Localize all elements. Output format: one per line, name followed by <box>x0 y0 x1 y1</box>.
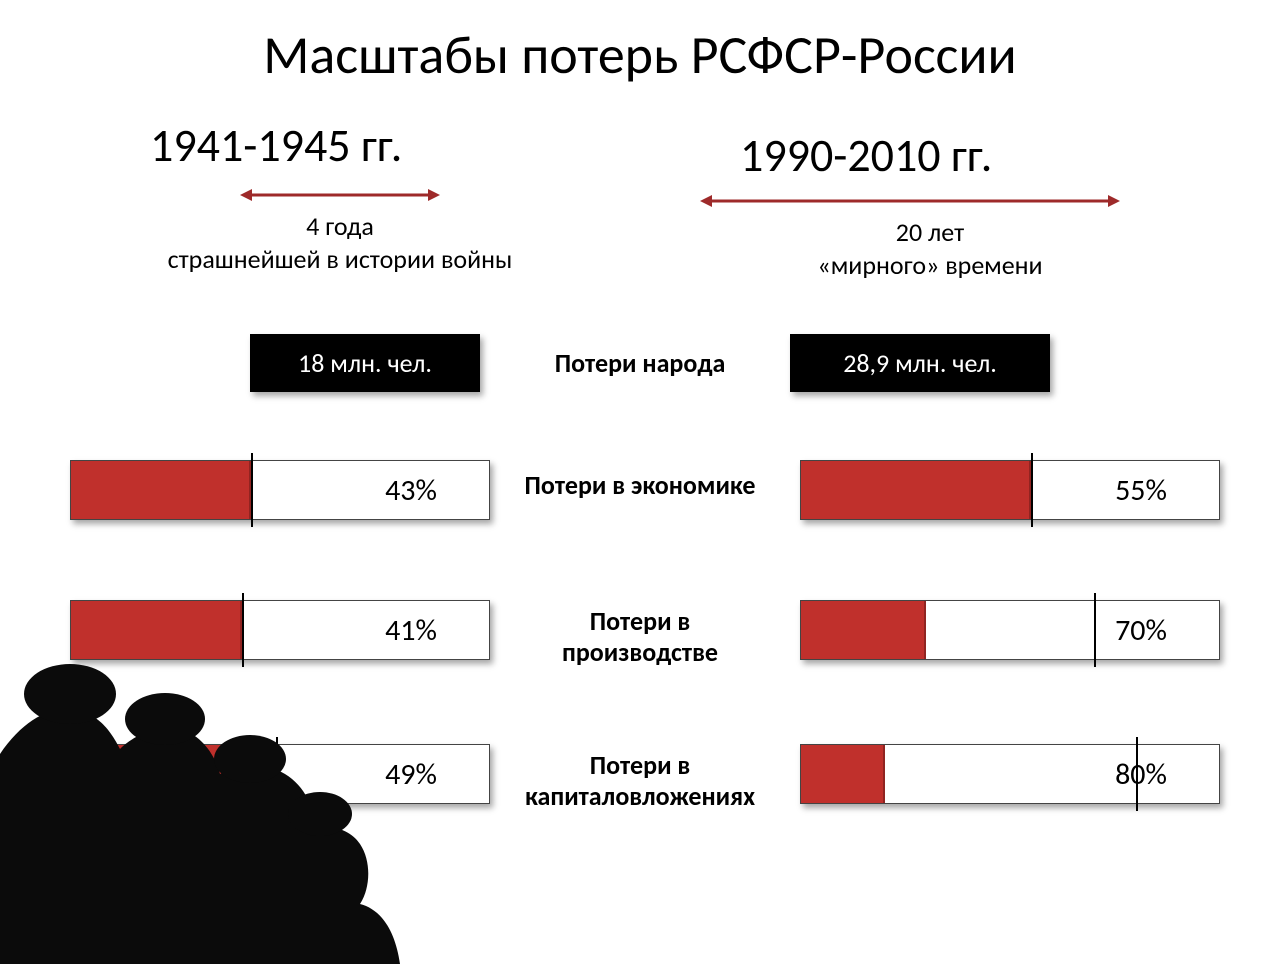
left-bar-economy: 43% <box>70 460 490 520</box>
right-bar-investment: 80% <box>800 744 1220 804</box>
right-bar-investment-label: 80% <box>1081 745 1201 803</box>
right-caption: 20 лет «мирного» времени <box>750 216 1110 281</box>
left-people-value: 18 млн. чел. <box>298 347 432 379</box>
right-bar-economy-fill <box>801 461 1031 519</box>
left-bar-economy-tick <box>251 453 253 527</box>
row-label-people: Потери народа <box>510 348 770 379</box>
right-period-heading: 1990-2010 гг. <box>740 128 992 184</box>
left-bar-investment-label: 49% <box>351 745 471 803</box>
right-bar-economy: 55% <box>800 460 1220 520</box>
left-period-heading: 1941-1945 гг. <box>150 118 402 174</box>
slide: Масштабы потерь РСФСР-России 1941-1945 г… <box>0 0 1280 964</box>
page-title: Масштабы потерь РСФСР-России <box>0 22 1280 88</box>
left-bar-economy-fill <box>71 461 251 519</box>
right-caption-line1: 20 лет <box>750 216 1110 249</box>
left-people-box: 18 млн. чел. <box>250 334 480 392</box>
left-caption-line2: страшнейшей в истории войны <box>110 243 570 276</box>
left-bar-investment: 49% <box>70 744 490 804</box>
right-people-value: 28,9 млн. чел. <box>843 347 997 379</box>
row-label-investment: Потери вкапиталовложениях <box>510 750 770 812</box>
left-caption: 4 года страшнейшей в истории войны <box>110 210 570 275</box>
left-bar-production-label: 41% <box>351 601 471 659</box>
right-bar-production-fill <box>801 601 926 659</box>
left-bar-production-tick <box>242 593 244 667</box>
right-people-box: 28,9 млн. чел. <box>790 334 1050 392</box>
left-bar-economy-label: 43% <box>351 461 471 519</box>
right-bar-production: 70% <box>800 600 1220 660</box>
right-bar-production-label: 70% <box>1081 601 1201 659</box>
right-bar-economy-tick <box>1031 453 1033 527</box>
left-bar-investment-fill <box>71 745 276 803</box>
right-bar-economy-label: 55% <box>1081 461 1201 519</box>
left-duration-arrow <box>240 186 440 204</box>
left-caption-line1: 4 года <box>110 210 570 243</box>
left-bar-investment-tick <box>276 737 278 811</box>
left-bar-production: 41% <box>70 600 490 660</box>
right-caption-line2: «мирного» времени <box>750 249 1110 282</box>
right-duration-arrow <box>700 192 1120 210</box>
right-bar-investment-fill <box>801 745 885 803</box>
left-bar-production-fill <box>71 601 242 659</box>
row-label-production: Потери впроизводстве <box>510 606 770 668</box>
row-label-economy: Потери в экономике <box>510 470 770 501</box>
